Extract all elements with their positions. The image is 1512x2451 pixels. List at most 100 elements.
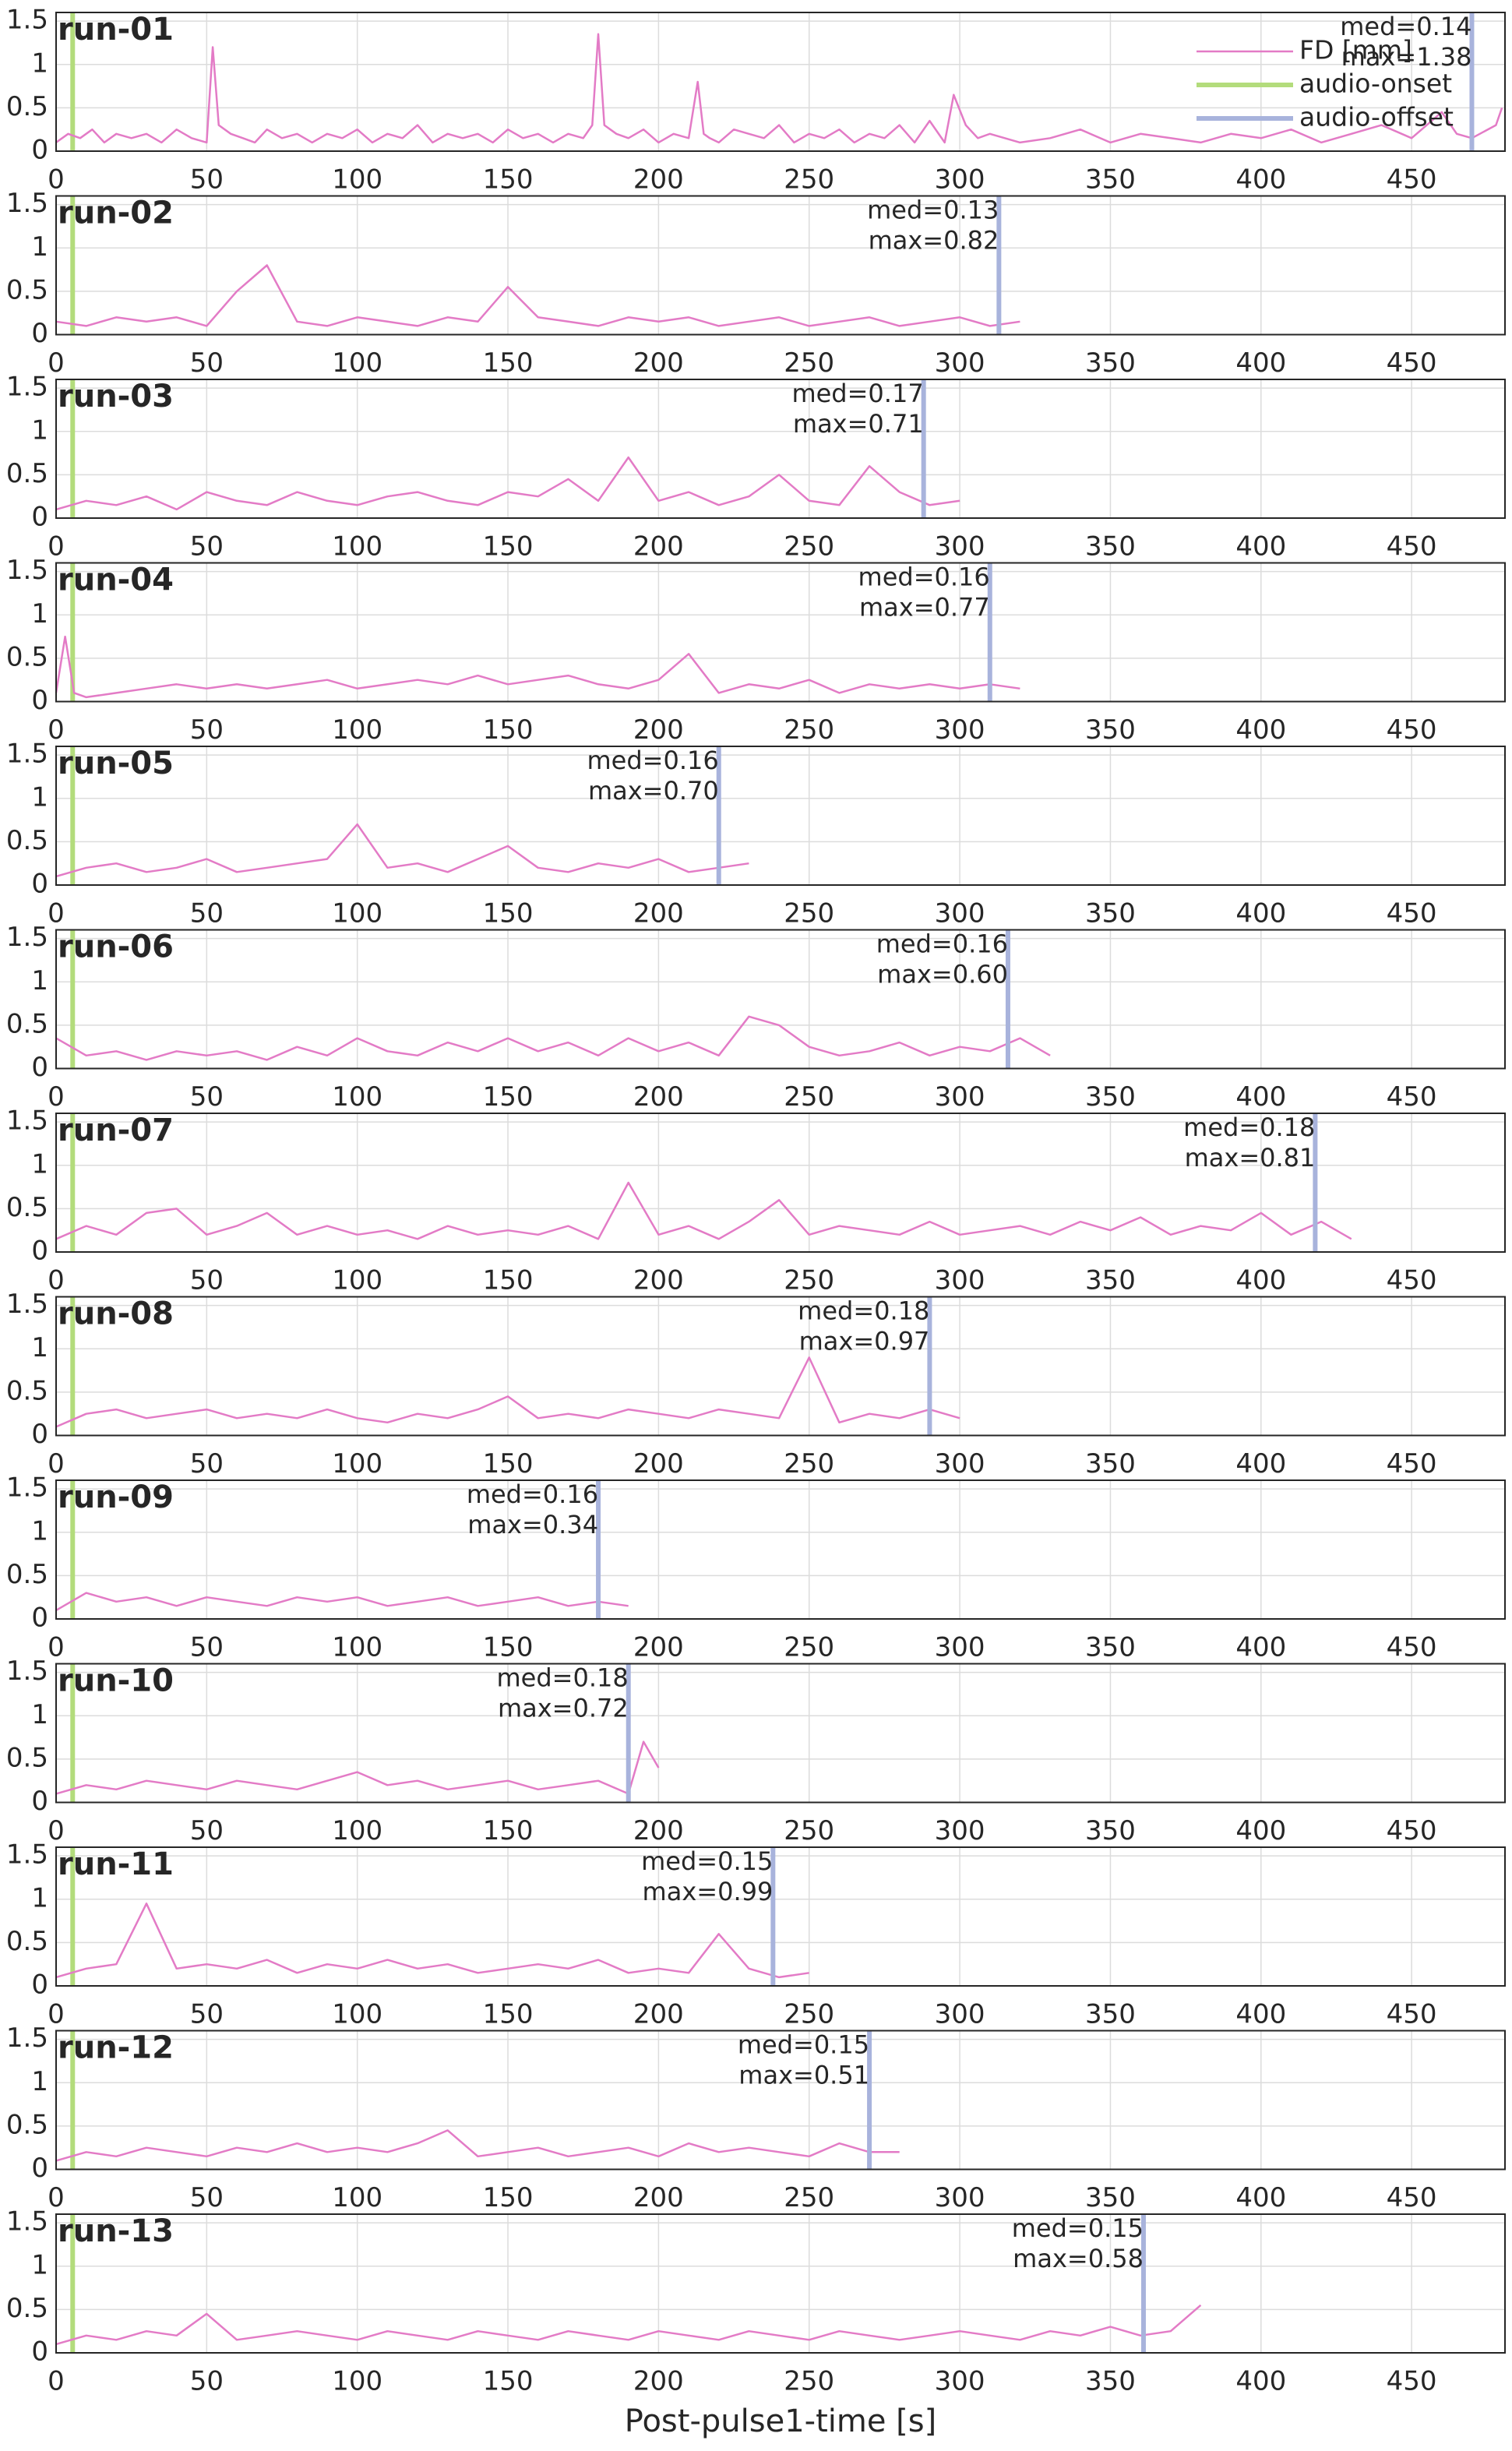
x-tick-label: 250: [784, 1448, 834, 1479]
x-tick-label: 450: [1387, 1999, 1437, 2030]
annotation: max=0.71: [793, 409, 924, 439]
x-tick-label: 200: [633, 347, 684, 379]
annotation: med=0.14: [1340, 12, 1471, 41]
y-tick-label: 0.5: [6, 2109, 48, 2140]
x-tick-label: 100: [332, 898, 382, 929]
axes-frame: [55, 1846, 1506, 1987]
y-tick-label: 0: [31, 1603, 48, 1634]
x-tick-label: 150: [483, 164, 534, 196]
x-tick-label: 250: [784, 1265, 834, 1296]
y-tick-label: 1: [31, 1882, 48, 1913]
y-tick-label: 0: [31, 685, 48, 716]
x-tick-label: 200: [633, 714, 684, 746]
x-tick-label: 250: [784, 2366, 834, 2397]
x-tick-label: 400: [1235, 531, 1286, 562]
panel-title: run-09: [58, 1479, 174, 1515]
fd-line: [55, 1015, 1051, 1061]
x-tick-label: 450: [1387, 347, 1437, 379]
x-tick-label: 50: [190, 898, 224, 929]
annotation: max=0.81: [1185, 1143, 1316, 1173]
y-tick-label: 1: [31, 2066, 48, 2097]
x-tick-label: 250: [784, 714, 834, 746]
x-tick-label: 50: [190, 714, 224, 746]
y-tick-label: 1.5: [6, 2023, 48, 2054]
x-tick-label: 50: [190, 164, 224, 196]
y-tick-label: 1: [31, 1148, 48, 1180]
annotation: med=0.16: [467, 1479, 598, 1509]
x-tick-label: 350: [1085, 1081, 1136, 1113]
x-tick-label: 50: [190, 1999, 224, 2030]
y-tick-label: 1.5: [6, 1839, 48, 1871]
axes-box: [56, 1480, 1505, 1619]
x-tick-label: 350: [1085, 2182, 1136, 2213]
fd-line: [55, 1592, 629, 1611]
annotation: max=0.77: [859, 593, 990, 622]
y-tick-label: 0.5: [6, 1742, 48, 1773]
x-tick-label: 200: [633, 1999, 684, 2030]
x-tick-label: 350: [1085, 347, 1136, 379]
annotation: max=0.60: [877, 960, 1008, 989]
x-tick-label: 300: [935, 531, 985, 562]
x-tick-label: 450: [1387, 1265, 1437, 1296]
x-tick-label: 150: [483, 531, 534, 562]
x-tick-label: 100: [332, 1448, 382, 1479]
y-tick-label: 1.5: [6, 372, 48, 403]
x-tick-label: 300: [935, 1999, 985, 2030]
x-tick-label: 450: [1387, 531, 1437, 562]
x-tick-label: 200: [633, 1448, 684, 1479]
x-tick-label: 350: [1085, 1815, 1136, 1846]
legend-label: audio-onset: [1299, 69, 1452, 99]
y-tick-label: 1: [31, 1515, 48, 1546]
x-tick-label: 450: [1387, 164, 1437, 196]
fd-line: [55, 1740, 660, 1795]
axes-frame: [55, 929, 1506, 1070]
axes-frame: [55, 1479, 1506, 1620]
x-tick-label: 200: [633, 164, 684, 196]
annotation: max=0.70: [588, 776, 719, 806]
x-tick-label: 400: [1235, 1815, 1286, 1846]
x-tick-label: 100: [332, 2182, 382, 2213]
x-tick-label: 200: [633, 1265, 684, 1296]
x-tick-label: 200: [633, 531, 684, 562]
x-tick-label: 200: [633, 2366, 684, 2397]
y-tick-label: 0.5: [6, 1926, 48, 1957]
x-tick-label: 50: [190, 2366, 224, 2397]
fd-line: [55, 264, 1020, 327]
x-tick-label: 200: [633, 1632, 684, 1663]
x-tick-label: 50: [190, 531, 224, 562]
axes-frame: [55, 1663, 1506, 1804]
x-tick-label: 150: [483, 2182, 534, 2213]
x-tick-label: 0: [48, 714, 65, 746]
x-tick-label: 100: [332, 2366, 382, 2397]
x-tick-label: 50: [190, 1448, 224, 1479]
x-tick-label: 250: [784, 347, 834, 379]
x-tick-label: 50: [190, 347, 224, 379]
x-tick-label: 100: [332, 531, 382, 562]
x-tick-label: 150: [483, 1815, 534, 1846]
x-tick-label: 300: [935, 1448, 985, 1479]
x-tick-label: 0: [48, 347, 65, 379]
x-tick-label: 400: [1235, 1632, 1286, 1663]
x-tick-label: 300: [935, 1265, 985, 1296]
y-tick-label: 0: [31, 502, 48, 533]
fd-line: [55, 635, 1020, 699]
fd-line: [55, 1903, 809, 1979]
x-tick-label: 50: [190, 1815, 224, 1846]
y-tick-label: 0: [31, 1970, 48, 2001]
annotation: max=0.51: [738, 2061, 869, 2090]
axes-frame: [55, 2213, 1506, 2354]
axes-box: [56, 746, 1505, 885]
x-axis-label: Post-pulse1-time [s]: [625, 2403, 936, 2439]
x-tick-label: 250: [784, 1815, 834, 1846]
y-tick-label: 1: [31, 414, 48, 446]
x-tick-label: 100: [332, 714, 382, 746]
x-tick-label: 300: [935, 898, 985, 929]
axes-frame: [55, 379, 1506, 519]
x-tick-label: 450: [1387, 2366, 1437, 2397]
x-tick-label: 50: [190, 2182, 224, 2213]
x-tick-label: 400: [1235, 1448, 1286, 1479]
annotation: max=0.72: [498, 1694, 629, 1723]
fd-line: [55, 1356, 960, 1428]
y-tick-label: 0: [31, 1052, 48, 1083]
